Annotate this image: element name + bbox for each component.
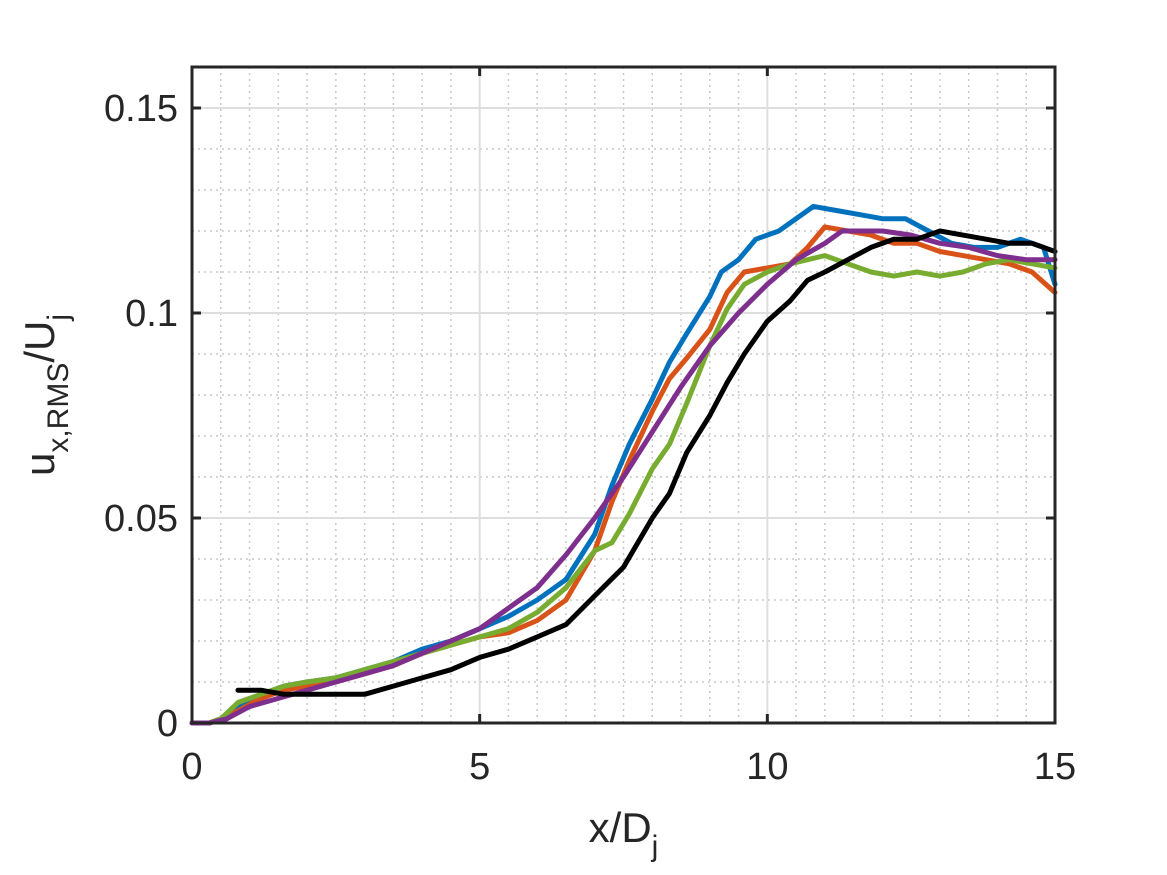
x-tick-label: 10 xyxy=(746,746,788,788)
series-line-5 xyxy=(235,228,1058,697)
major-grid xyxy=(192,67,1055,723)
series-line-2 xyxy=(189,224,1058,726)
y-axis-label-subscript-2: j xyxy=(42,314,75,322)
y-tick-label: 0 xyxy=(157,703,178,745)
x-axis-label: x/Dj xyxy=(589,804,659,863)
y-axis-label-subscript: x,RMS xyxy=(42,363,75,453)
series-line-3 xyxy=(189,253,1058,726)
x-axis-label-subscript: j xyxy=(651,830,659,863)
plot-frame xyxy=(190,65,1057,725)
x-tick-label: 5 xyxy=(469,746,490,788)
y-tick-label: 0.15 xyxy=(104,88,178,130)
axis-ticks xyxy=(190,67,1057,725)
x-tick-label: 15 xyxy=(1034,746,1076,788)
x-axis-label-main: x/D xyxy=(589,804,652,851)
series-line-4 xyxy=(189,228,1058,726)
y-axis-label-main: u xyxy=(16,453,63,476)
tick-labels: 0 5 10 15 0 0.05 0.1 0.15 xyxy=(104,88,1076,788)
y-axis-label-mid: /U xyxy=(16,321,63,363)
y-tick-label: 0.05 xyxy=(104,498,178,540)
x-tick-label: 0 xyxy=(181,746,202,788)
y-tick-label: 0.1 xyxy=(125,293,178,335)
y-axis-label: ux,RMS/Uj xyxy=(16,314,75,476)
series-layer xyxy=(189,203,1058,726)
